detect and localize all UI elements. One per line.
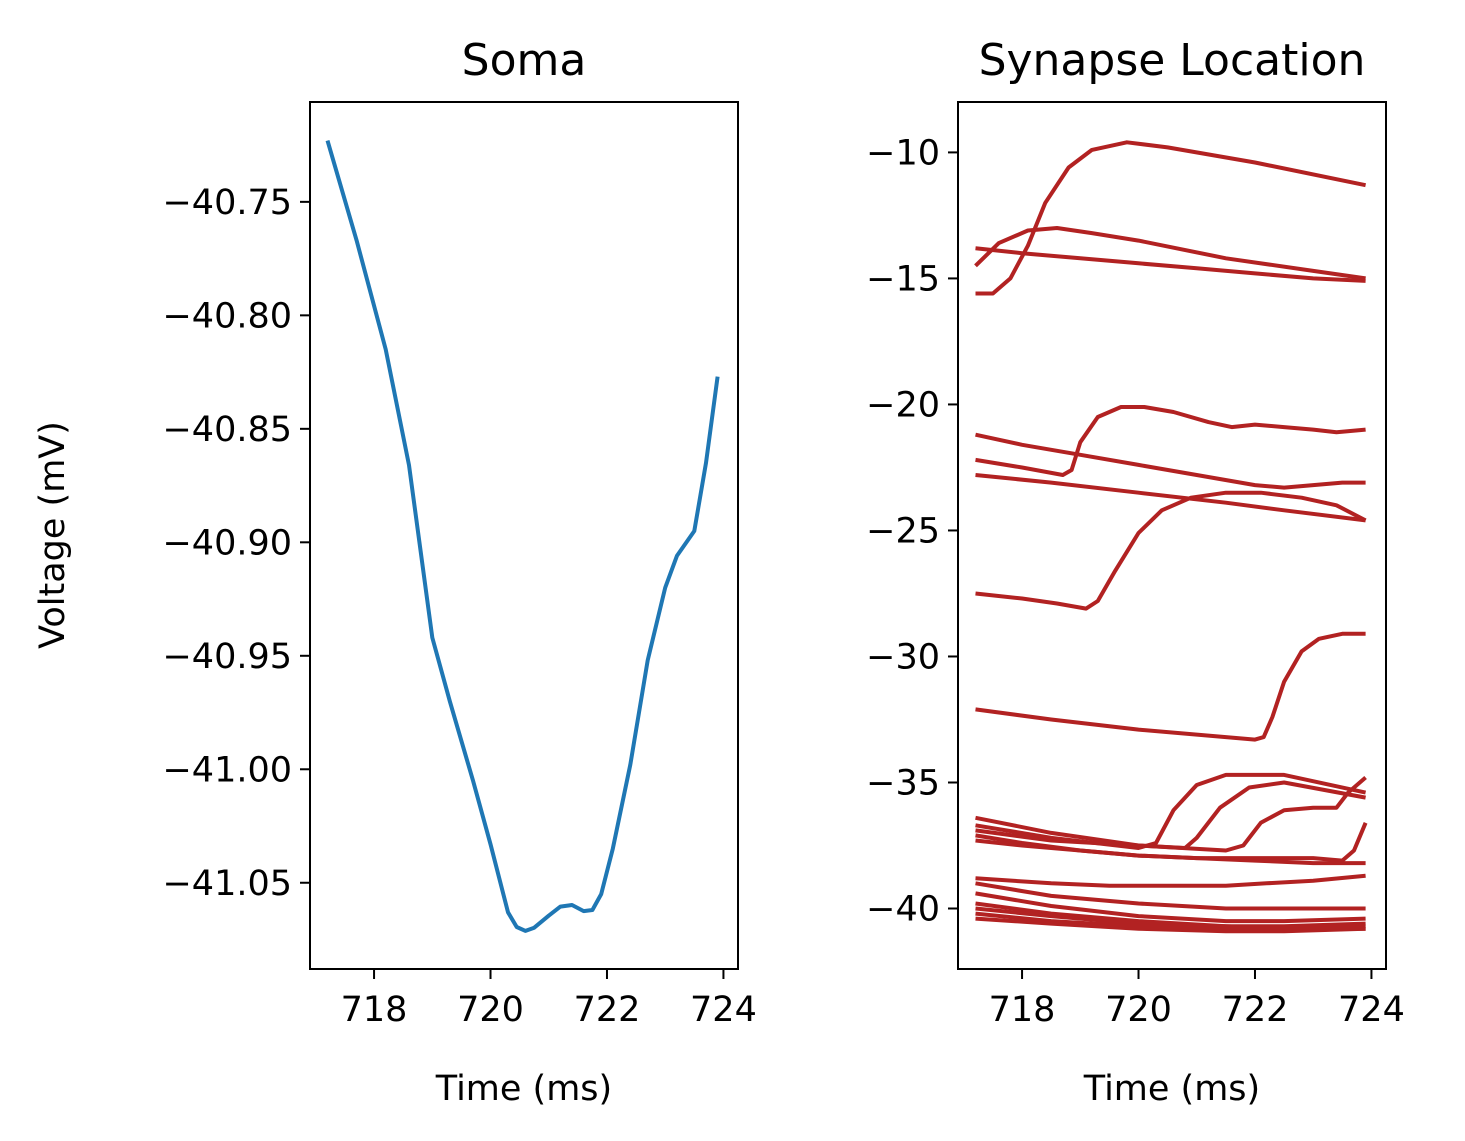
synapse-series-line-10 — [975, 775, 1367, 853]
synapse-y-tick-label: −15 — [866, 259, 940, 299]
soma-y-tick-label: −41.00 — [162, 750, 292, 790]
soma-y-axis-label: Voltage (mV) — [33, 421, 73, 649]
soma-x-ticks: 718 720 722 724 — [341, 969, 757, 1030]
synapse-x-axis-label: Time (ms) — [1083, 1069, 1260, 1109]
soma-x-tick-label: 718 — [341, 990, 408, 1030]
synapse-x-tick-label: 724 — [1338, 990, 1405, 1030]
synapse-series-line-1 — [974, 226, 1366, 281]
soma-series-line-0 — [325, 140, 720, 933]
soma-title: Soma — [462, 35, 587, 86]
synapse-y-tick-label: −35 — [866, 763, 940, 803]
synapse-series-line-2 — [975, 246, 1366, 283]
synapse-x-tick-label: 720 — [1105, 990, 1172, 1030]
synapse-x-tick-label: 718 — [989, 990, 1056, 1030]
synapse-series-group — [974, 140, 1368, 934]
synapse-series-line-9 — [975, 780, 1366, 850]
synapse-series-line-7 — [975, 631, 1366, 742]
synapse-series-line-6 — [975, 490, 1367, 611]
soma-y-tick-label: −40.95 — [162, 637, 292, 677]
synapse-series-line-4 — [975, 432, 1366, 490]
soma-x-axis-label: Time (ms) — [435, 1069, 612, 1109]
soma-x-tick-label: 722 — [574, 990, 641, 1030]
soma-y-ticks: −40.75 −40.80 −40.85 −40.90 −40.95 −41.00 −41.… — [162, 183, 310, 904]
synapse-series-line-13 — [975, 873, 1366, 888]
soma-y-tick-label: −40.85 — [162, 410, 292, 450]
soma-axes-frame — [309, 101, 739, 970]
synapse-y-tick-label: −40 — [866, 890, 940, 930]
soma-series-group — [325, 140, 720, 933]
synapse-y-tick-label: −25 — [866, 511, 940, 551]
soma-x-tick-label: 724 — [690, 990, 757, 1030]
synapse-title: Synapse Location — [979, 35, 1366, 86]
synapse-y-ticks: −10 −15 −20 −25 −30 −35 −40 — [866, 133, 958, 930]
synapse-series-line-5 — [975, 473, 1366, 523]
synapse-series-line-14 — [975, 881, 1366, 911]
synapse-y-tick-label: −20 — [866, 385, 940, 425]
soma-y-tick-label: −40.80 — [162, 296, 292, 336]
synapse-series-line-19 — [975, 916, 1366, 934]
synapse-x-ticks: 718 720 722 724 — [989, 969, 1405, 1030]
soma-y-tick-label: −41.05 — [162, 864, 292, 904]
synapse-panel: Synapse Location 718 720 722 724 −10−15−20−… — [866, 35, 1405, 1109]
synapse-series-line-15 — [975, 891, 1366, 924]
soma-x-tick-label: 720 — [457, 990, 524, 1030]
synapse-series-line-0 — [975, 140, 1367, 296]
synapse-series-line-12 — [975, 838, 1366, 866]
synapse-series-line-18 — [975, 911, 1366, 931]
synapse-series-line-3 — [975, 405, 1366, 477]
synapse-x-tick-label: 722 — [1222, 990, 1289, 1030]
synapse-axes-frame — [957, 101, 1387, 970]
synapse-y-tick-label: −10 — [866, 133, 940, 173]
soma-panel: Soma 718 720 722 724 −40.75−40.80−40.85−40.… — [33, 35, 757, 1109]
synapse-y-tick-label: −30 — [866, 637, 940, 677]
soma-y-tick-label: −40.75 — [162, 183, 292, 223]
soma-y-tick-label: −40.90 — [162, 523, 292, 563]
